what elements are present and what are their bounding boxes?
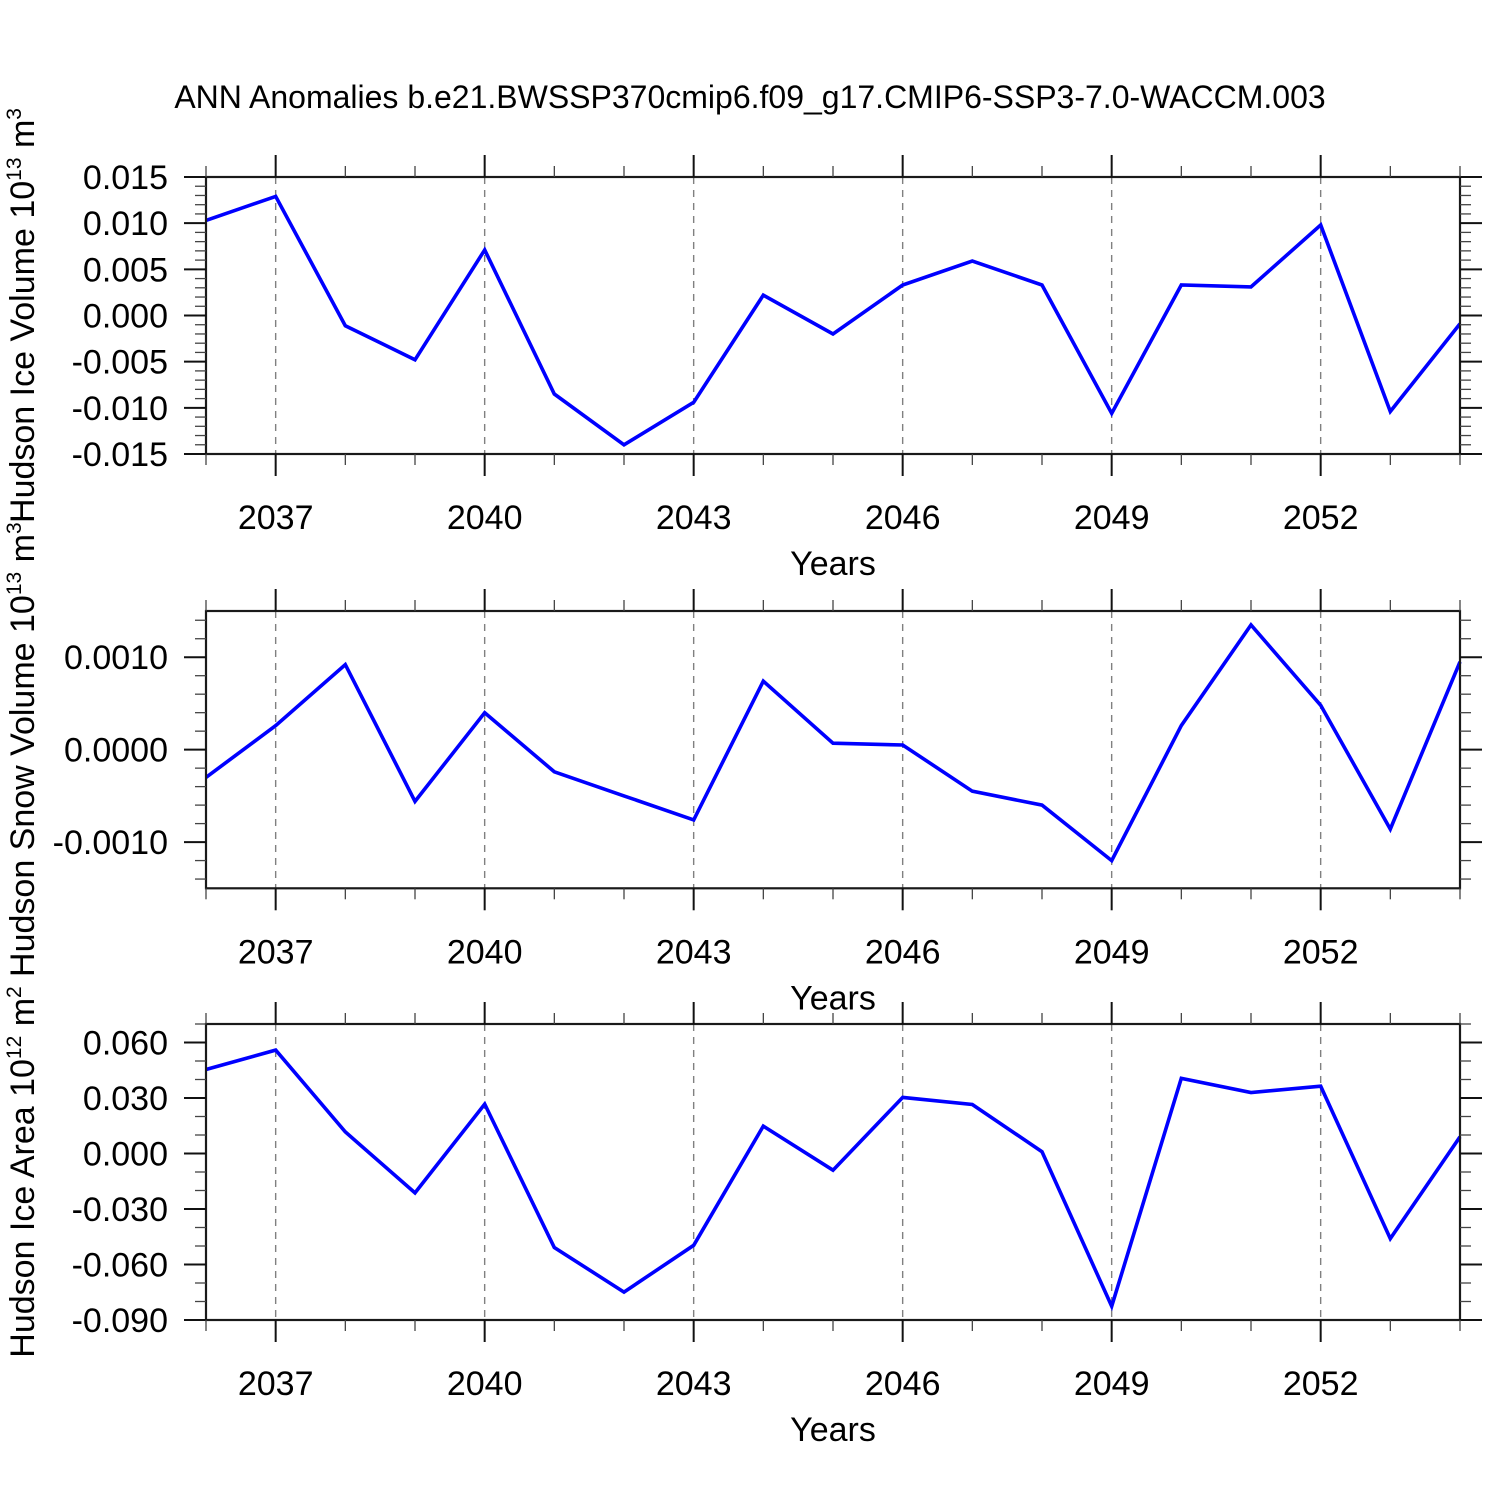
figure-title: ANN Anomalies b.e21.BWSSP370cmip6.f09_g1…: [174, 79, 1325, 115]
x-tick-label: 2046: [865, 499, 941, 537]
y-tick-label: 0.010: [83, 205, 168, 243]
gridlines: [274, 1024, 1322, 1320]
chart-hudson-ice-area: 0.060 0.030 0.000 -0.030 -0.060 -0.090 2037 204…: [3, 986, 1482, 1449]
y-tick-label: -0.0010: [53, 824, 168, 862]
y-tick-label: 0.015: [83, 159, 168, 197]
x-tick-label: 2052: [1283, 1365, 1359, 1403]
x-axis-title: Years: [790, 979, 876, 1017]
x-tick-label: 2049: [1074, 499, 1150, 537]
y-tick-label: 0.0000: [64, 732, 168, 770]
hudson-ice-volume-line: [205, 194, 1462, 447]
hudson-snow-volume-line: [204, 621, 1462, 864]
y-tick-label: 0.060: [83, 1025, 168, 1063]
x-tick-label: 2040: [447, 499, 523, 537]
x-tick-label: 2049: [1074, 1365, 1150, 1403]
x-tick-label: 2040: [447, 933, 523, 971]
x-tick-label: 2046: [865, 933, 941, 971]
x-tick-label: 2043: [656, 1365, 732, 1403]
y-tick-label: -0.030: [72, 1191, 168, 1229]
x-tick-label: 2049: [1074, 933, 1150, 971]
x-tick-label: 2040: [447, 1365, 523, 1403]
x-tick-label: 2037: [238, 1365, 314, 1403]
hudson-ice-area-line: [205, 1048, 1462, 1312]
plot-frame: [204, 609, 1462, 890]
y-tick-label: 0.000: [83, 1136, 168, 1174]
x-axis-ticks: 2037 2040 2043 2046 2049 2052: [205, 1002, 1461, 1403]
y-axis-title: Hudson Ice Volume 1013 m3: [3, 108, 42, 523]
x-tick-label: 2037: [238, 933, 314, 971]
y-tick-label: -0.010: [72, 390, 168, 428]
x-tick-label: 2037: [238, 499, 314, 537]
x-axis-title: Years: [790, 1411, 876, 1449]
x-tick-label: 2046: [865, 1365, 941, 1403]
y-axis-ticks: 0.0010 0.0000 -0.0010: [53, 619, 1482, 880]
gridlines: [274, 611, 1322, 889]
y-tick-label: -0.005: [72, 344, 168, 382]
y-tick-label: -0.060: [72, 1247, 168, 1285]
x-tick-label: 2043: [656, 933, 732, 971]
y-axis-title: Hudson Ice Area 1012 m2: [3, 986, 42, 1357]
y-tick-label: 0.000: [83, 298, 168, 336]
plot-frame: [204, 175, 1462, 456]
y-tick-label: -0.090: [72, 1302, 168, 1340]
x-axis-title: Years: [790, 545, 876, 583]
y-tick-label: 0.005: [83, 251, 168, 289]
y-axis-ticks: 0.015 0.010 0.005 0.000 -0.005 -0.010 -0.015: [72, 159, 1482, 474]
x-axis-ticks: 2037 2040 2043 2046 2049 2052: [205, 155, 1461, 537]
y-tick-label: 0.030: [83, 1080, 168, 1118]
x-axis-ticks: 2037 2040 2043 2046 2049 2052: [205, 589, 1461, 971]
y-tick-label: -0.015: [72, 436, 168, 474]
y-axis-ticks: 0.060 0.030 0.000 -0.030 -0.060 -0.090: [72, 1023, 1482, 1340]
x-tick-label: 2043: [656, 499, 732, 537]
y-tick-label: 0.0010: [64, 639, 168, 677]
x-tick-label: 2052: [1283, 933, 1359, 971]
y-axis-title: Hudson Snow Volume 1013 m3: [3, 522, 42, 977]
x-tick-label: 2052: [1283, 499, 1359, 537]
chart-hudson-ice-volume: 0.015 0.010 0.005 0.000 -0.005 -0.010 -0.015 20…: [3, 108, 1482, 583]
charts-container: 0.015 0.010 0.005 0.000 -0.005 -0.010 -0.015 20…: [3, 108, 1482, 1449]
